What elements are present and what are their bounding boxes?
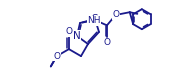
Text: O: O [65,27,72,36]
Text: O: O [113,10,120,19]
Text: O: O [103,38,110,47]
Text: NH: NH [87,16,100,25]
Text: N: N [73,31,81,41]
Text: S: S [92,14,98,24]
Text: O: O [53,52,60,61]
